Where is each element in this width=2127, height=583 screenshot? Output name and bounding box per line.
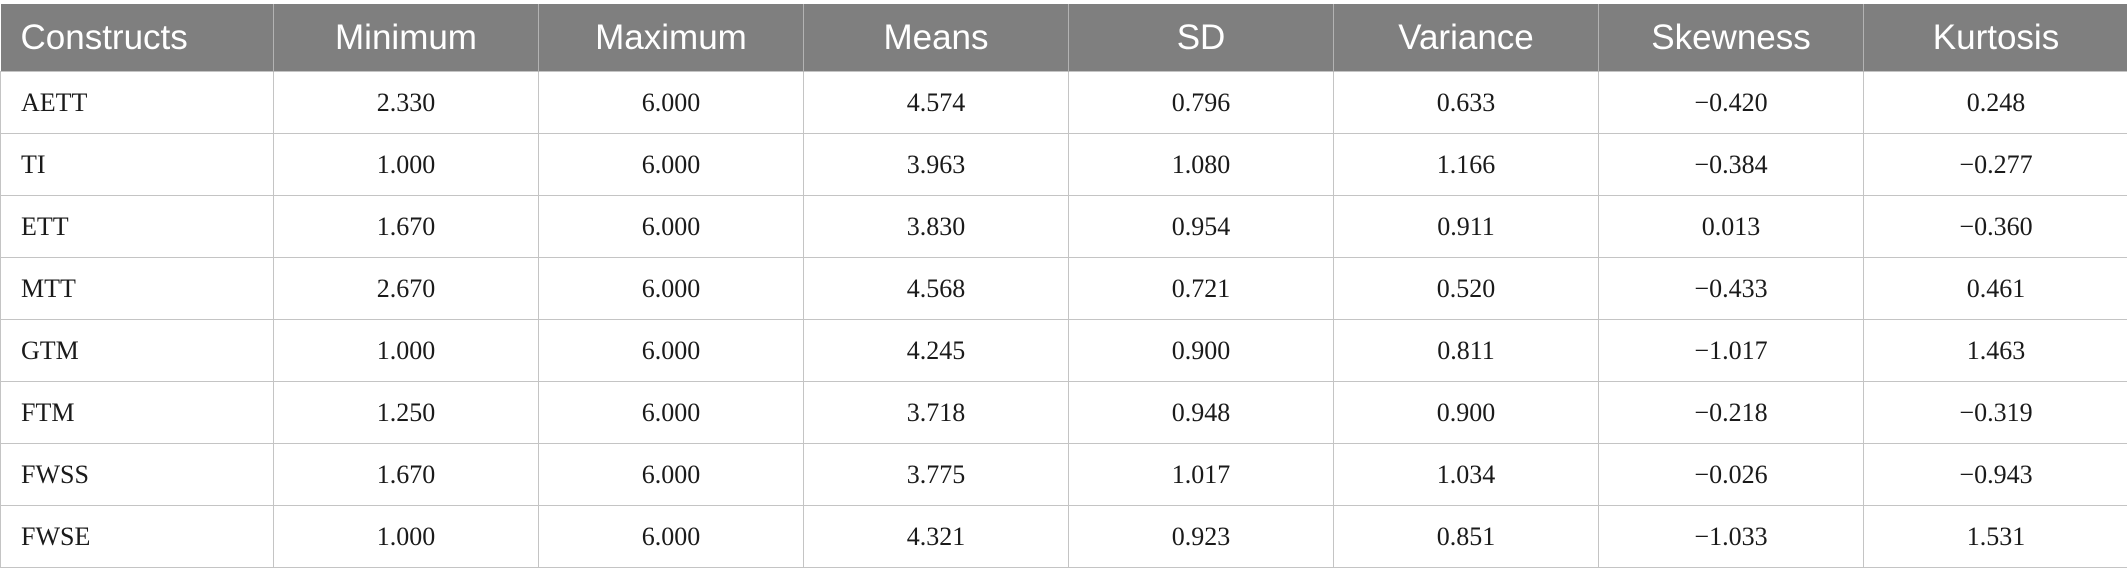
table-body: AETT 2.330 6.000 4.574 0.796 0.633 −0.420 0.248… <box>0 71 2127 568</box>
cell-means: 3.830 <box>803 195 1069 258</box>
cell-maximum: 6.000 <box>538 257 804 320</box>
cell-sd: 0.796 <box>1068 71 1334 134</box>
cell-sd: 0.721 <box>1068 257 1334 320</box>
cell-variance: 0.900 <box>1333 381 1599 444</box>
cell-means: 3.718 <box>803 381 1069 444</box>
cell-maximum: 6.000 <box>538 381 804 444</box>
cell-construct: MTT <box>0 257 274 320</box>
cell-kurtosis: 1.531 <box>1863 505 2127 568</box>
table-row: TI 1.000 6.000 3.963 1.080 1.166 −0.384 −0.277 <box>0 133 2127 196</box>
cell-kurtosis: 0.248 <box>1863 71 2127 134</box>
cell-kurtosis: −0.943 <box>1863 443 2127 506</box>
descriptive-statistics-table-container: Constructs Minimum Maximum Means SD Vari… <box>0 4 2127 568</box>
table-row: FWSS 1.670 6.000 3.775 1.017 1.034 −0.026 −0.94… <box>0 443 2127 506</box>
cell-sd: 0.923 <box>1068 505 1334 568</box>
header-row: Constructs Minimum Maximum Means SD Vari… <box>0 4 2127 72</box>
cell-minimum: 1.670 <box>273 195 539 258</box>
descriptive-statistics-table: Constructs Minimum Maximum Means SD Vari… <box>0 4 2127 568</box>
cell-skewness: 0.013 <box>1598 195 1864 258</box>
cell-sd: 1.080 <box>1068 133 1334 196</box>
table-row: FWSE 1.000 6.000 4.321 0.923 0.851 −1.033 1.531 <box>0 505 2127 568</box>
cell-variance: 1.166 <box>1333 133 1599 196</box>
cell-skewness: −0.218 <box>1598 381 1864 444</box>
cell-minimum: 1.000 <box>273 133 539 196</box>
cell-variance: 0.520 <box>1333 257 1599 320</box>
cell-minimum: 1.000 <box>273 319 539 382</box>
cell-means: 3.963 <box>803 133 1069 196</box>
cell-variance: 0.633 <box>1333 71 1599 134</box>
cell-minimum: 1.250 <box>273 381 539 444</box>
cell-minimum: 2.670 <box>273 257 539 320</box>
cell-skewness: −1.033 <box>1598 505 1864 568</box>
cell-skewness: −0.433 <box>1598 257 1864 320</box>
cell-kurtosis: 0.461 <box>1863 257 2127 320</box>
cell-skewness: −0.420 <box>1598 71 1864 134</box>
cell-minimum: 1.000 <box>273 505 539 568</box>
cell-construct: TI <box>0 133 274 196</box>
cell-kurtosis: −0.277 <box>1863 133 2127 196</box>
cell-variance: 0.851 <box>1333 505 1599 568</box>
cell-maximum: 6.000 <box>538 133 804 196</box>
cell-construct: FTM <box>0 381 274 444</box>
header-maximum: Maximum <box>538 4 804 72</box>
cell-means: 4.568 <box>803 257 1069 320</box>
cell-kurtosis: 1.463 <box>1863 319 2127 382</box>
cell-means: 4.574 <box>803 71 1069 134</box>
header-means: Means <box>803 4 1069 72</box>
cell-minimum: 2.330 <box>273 71 539 134</box>
cell-skewness: −0.026 <box>1598 443 1864 506</box>
cell-variance: 0.911 <box>1333 195 1599 258</box>
cell-kurtosis: −0.360 <box>1863 195 2127 258</box>
cell-sd: 0.954 <box>1068 195 1334 258</box>
cell-minimum: 1.670 <box>273 443 539 506</box>
table-row: GTM 1.000 6.000 4.245 0.900 0.811 −1.017 1.463 <box>0 319 2127 382</box>
header-kurtosis: Kurtosis <box>1863 4 2127 72</box>
header-variance: Variance <box>1333 4 1599 72</box>
cell-maximum: 6.000 <box>538 505 804 568</box>
cell-means: 4.321 <box>803 505 1069 568</box>
table-row: ETT 1.670 6.000 3.830 0.954 0.911 0.013 −0.360 <box>0 195 2127 258</box>
cell-means: 3.775 <box>803 443 1069 506</box>
header-skewness: Skewness <box>1598 4 1864 72</box>
cell-maximum: 6.000 <box>538 71 804 134</box>
table-row: FTM 1.250 6.000 3.718 0.948 0.900 −0.218 −0.319 <box>0 381 2127 444</box>
table-row: MTT 2.670 6.000 4.568 0.721 0.520 −0.433 0.461 <box>0 257 2127 320</box>
cell-kurtosis: −0.319 <box>1863 381 2127 444</box>
cell-means: 4.245 <box>803 319 1069 382</box>
cell-maximum: 6.000 <box>538 319 804 382</box>
cell-maximum: 6.000 <box>538 443 804 506</box>
table-row: AETT 2.330 6.000 4.574 0.796 0.633 −0.420 0.248 <box>0 71 2127 134</box>
cell-skewness: −0.384 <box>1598 133 1864 196</box>
header-minimum: Minimum <box>273 4 539 72</box>
cell-sd: 0.900 <box>1068 319 1334 382</box>
cell-maximum: 6.000 <box>538 195 804 258</box>
cell-sd: 0.948 <box>1068 381 1334 444</box>
cell-construct: ETT <box>0 195 274 258</box>
cell-sd: 1.017 <box>1068 443 1334 506</box>
cell-construct: AETT <box>0 71 274 134</box>
header-constructs: Constructs <box>0 4 274 72</box>
cell-variance: 0.811 <box>1333 319 1599 382</box>
table-header: Constructs Minimum Maximum Means SD Vari… <box>0 4 2127 72</box>
cell-skewness: −1.017 <box>1598 319 1864 382</box>
cell-variance: 1.034 <box>1333 443 1599 506</box>
cell-construct: GTM <box>0 319 274 382</box>
cell-construct: FWSE <box>0 505 274 568</box>
header-sd: SD <box>1068 4 1334 72</box>
cell-construct: FWSS <box>0 443 274 506</box>
